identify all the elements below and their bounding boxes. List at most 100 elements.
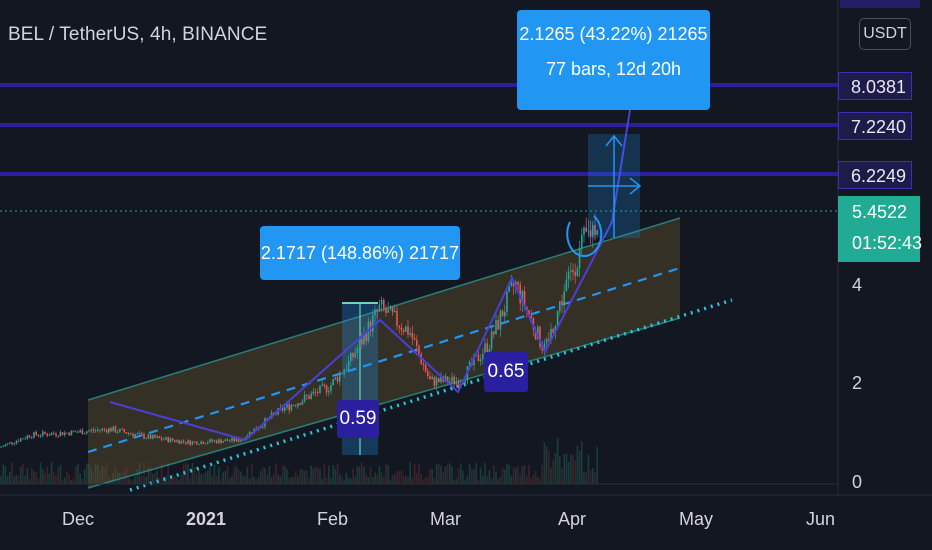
- candle-body: [594, 224, 596, 235]
- candle-body: [583, 227, 585, 235]
- volume-bar: [548, 450, 550, 484]
- candle-body: [592, 224, 594, 237]
- volume-bar: [363, 466, 365, 484]
- support-dotted-line[interactable]: [129, 298, 733, 492]
- channel-midline[interactable]: [87, 266, 681, 454]
- candle-body: [266, 418, 268, 419]
- volume-bar: [154, 472, 156, 484]
- volume-bar: [332, 465, 334, 484]
- volume-bar: [240, 471, 242, 484]
- candle-body: [574, 272, 576, 276]
- volume-bar: [550, 468, 552, 484]
- candle-body: [70, 430, 73, 436]
- volume-bar: [191, 462, 194, 484]
- candle-body: [394, 310, 396, 313]
- candle-body: [440, 376, 442, 382]
- price-tick-0: 0: [852, 472, 863, 492]
- candle-body: [369, 321, 372, 332]
- volume-bar: [567, 461, 570, 484]
- candle-body: [281, 407, 284, 411]
- candle-body: [134, 434, 136, 437]
- low-label-1[interactable]: 0.59: [337, 400, 379, 438]
- volume-bar: [13, 476, 15, 484]
- volume-bar: [455, 478, 458, 484]
- measure-label-2-duration: 77 bars, 12d 20h: [545, 59, 682, 79]
- volume-bar: [55, 475, 57, 484]
- volume-bar: [17, 475, 20, 484]
- volume-bar: [86, 463, 88, 484]
- candle-body: [380, 299, 383, 305]
- candle-body: [541, 346, 543, 351]
- volume-bar: [303, 470, 306, 484]
- volume-bar: [288, 477, 290, 484]
- volume-bar: [176, 478, 178, 484]
- measure-label-2[interactable]: 2.1265 (43.22%) 21265 77 bars, 12d 20h: [517, 10, 710, 110]
- current-price-value: 5.4522: [852, 202, 908, 222]
- candle-body: [312, 391, 315, 394]
- low-label-2[interactable]: 0.65: [484, 352, 528, 392]
- candle-body: [482, 353, 484, 360]
- volume-bar: [46, 466, 48, 484]
- volume-bar: [431, 469, 433, 484]
- volume-bar: [268, 466, 271, 484]
- volume-bar: [490, 478, 493, 484]
- candle-body: [374, 309, 376, 316]
- volume-bar: [15, 474, 18, 484]
- ascending-channel[interactable]: [88, 218, 680, 488]
- bar-countdown: 01:52:43: [852, 233, 923, 253]
- candle-body: [596, 230, 598, 235]
- candle-body: [523, 291, 526, 308]
- time-tick-feb: Feb: [317, 509, 349, 529]
- candle-body: [119, 429, 121, 432]
- candle-body: [576, 268, 579, 276]
- volume-bar: [244, 475, 246, 484]
- volume-bar: [394, 474, 396, 484]
- candle-body: [429, 376, 431, 380]
- candle-body: [178, 440, 180, 444]
- volume-bar: [248, 478, 251, 484]
- volume-bar: [26, 468, 29, 484]
- candle-body: [508, 285, 510, 292]
- candle-body: [92, 429, 95, 431]
- candle-body: [116, 431, 119, 433]
- volume-bar: [521, 466, 524, 484]
- currency-button[interactable]: USDT: [859, 18, 911, 50]
- measure-label-1[interactable]: 2.1717 (148.86%) 21717: [260, 226, 460, 280]
- candle-body: [528, 310, 530, 316]
- volume-bar: [539, 478, 541, 484]
- candle-body: [167, 437, 169, 443]
- volume-bar: [479, 467, 482, 484]
- volume-bar: [352, 468, 354, 484]
- breakout-circle[interactable]: [566, 215, 603, 257]
- volume-bar: [158, 477, 161, 484]
- zigzag-pattern[interactable]: [109, 109, 631, 442]
- volume-bar: [306, 470, 308, 484]
- symbol-title[interactable]: BEL / TetherUS, 4h, BINANCE: [8, 24, 268, 45]
- volume-bar: [497, 478, 499, 484]
- candle-body: [235, 438, 238, 442]
- candle-body: [44, 431, 46, 434]
- candle-body: [275, 413, 277, 415]
- volume-bar: [592, 468, 594, 484]
- volume-bar: [314, 467, 317, 484]
- candle-body: [112, 426, 114, 432]
- time-tick-may: May: [679, 509, 714, 529]
- candle-body: [86, 431, 88, 434]
- candle-body: [158, 436, 161, 439]
- volume-bar: [493, 465, 495, 484]
- volume-bar: [488, 470, 491, 484]
- volume-bar: [519, 475, 521, 484]
- volume-bar: [28, 478, 31, 484]
- candle-body: [561, 301, 563, 305]
- volume-bar: [429, 468, 431, 484]
- volume-bar: [301, 469, 304, 484]
- volume-bar: [523, 465, 526, 484]
- volume-bar: [435, 464, 438, 484]
- volume-bar: [134, 475, 136, 484]
- candle-body: [499, 311, 502, 330]
- candle-body: [484, 343, 486, 354]
- volume-bar: [233, 467, 235, 484]
- candle-body: [189, 440, 191, 445]
